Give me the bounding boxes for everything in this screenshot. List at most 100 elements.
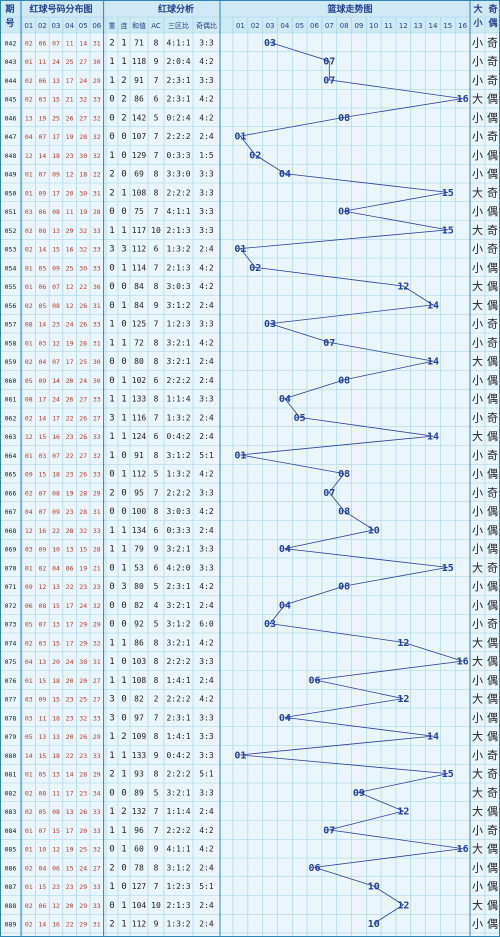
blue-ball-point: 12 (397, 638, 409, 649)
sum-value: 95 (134, 488, 144, 497)
table-row: 049 01 07 09 12 18 22 2 0 69 8 3:3:0 3:3 小偶 (5, 168, 498, 181)
table-row: 053 02 14 15 16 32 33 3 3 112 6 1:3:2 2:4 小奇 (5, 243, 498, 256)
size-label: 小 (472, 336, 483, 349)
red-ball-number: 22 (66, 752, 74, 760)
consecutive-count: 2 (121, 95, 126, 105)
red-ball-number: 08 (52, 302, 60, 310)
ac-value: 8 (154, 395, 159, 404)
parity-label: 偶 (487, 299, 498, 312)
zone-ratio: 4:1:1 (166, 845, 190, 854)
zone-ratio: 1:4:1 (166, 732, 190, 741)
ac-value: 7 (154, 413, 159, 422)
odd-even-ratio: 4:2 (199, 95, 214, 104)
table-row: 080 14 15 18 22 23 33 1 1 133 9 0:4:2 3:3 小奇 (5, 749, 498, 762)
consecutive-count: 0 (121, 601, 126, 611)
size-label: 小 (472, 168, 483, 181)
issue-number: 055 (5, 283, 17, 291)
table-row: 084 01 07 15 17 20 33 1 1 96 7 2:2:2 4:2 小奇 (5, 824, 498, 837)
table-row: 046 13 19 25 26 27 32 0 2 142 5 0:2:4 4:2 小偶 (5, 111, 498, 124)
red-ball-number: 31 (93, 189, 101, 197)
parity-label: 奇 (487, 224, 498, 237)
blue-ball-point: 12 (397, 900, 409, 911)
repeat-count: 1 (109, 732, 114, 742)
sum-value: 97 (134, 713, 144, 722)
odd-even-ratio: 3:3 (199, 395, 214, 404)
red-ball-number: 27 (93, 414, 101, 422)
blue-ball-point: 16 (457, 844, 469, 855)
parity-label: 偶 (487, 111, 498, 124)
red-ball-number: 34 (93, 789, 101, 797)
red-ball-number: 32 (93, 114, 101, 122)
repeat-count: 0 (109, 470, 114, 480)
consecutive-count: 1 (121, 57, 126, 67)
blue-ball-point: 01 (234, 132, 246, 143)
red-ball-number: 08 (25, 396, 33, 404)
red-ball-number: 26 (79, 433, 87, 441)
parity-label: 奇 (487, 243, 498, 256)
red-ball-number: 25 (79, 846, 87, 854)
blue-ball-point: 14 (427, 357, 439, 368)
red-ball-number: 17 (66, 639, 74, 647)
zone-ratio: 1:2:3 (166, 882, 190, 891)
consecutive-count: 1 (121, 751, 126, 761)
odd-even-ratio: 4:2 (199, 582, 214, 591)
table-row: 071 09 12 13 22 23 23 0 3 80 5 2:3:1 4:2 小偶 (5, 580, 498, 593)
repeat-count: 1 (109, 751, 114, 761)
red-ball-number: 03 (38, 96, 46, 104)
issue-number: 078 (5, 714, 17, 722)
ac-value: 7 (154, 826, 159, 835)
sum-value: 93 (134, 770, 144, 779)
red-ball-number: 32 (93, 152, 101, 160)
size-label: 小 (472, 205, 483, 218)
zone-ratio: 3:1:2 (166, 863, 190, 872)
blue-col-header: 13 (414, 22, 423, 30)
consecutive-count: 0 (121, 207, 126, 217)
size-label: 小 (472, 468, 483, 481)
zone-ratio: 2:3:1 (166, 582, 190, 591)
ac-value: 5 (154, 620, 159, 629)
red-ball-number: 07 (38, 621, 46, 629)
ac-value: 8 (154, 38, 159, 47)
consecutive-count: 1 (121, 526, 126, 536)
red-ball-number: 05 (38, 302, 46, 310)
parity-label: 偶 (487, 261, 498, 274)
ac-value: 8 (154, 282, 159, 291)
red-ball-number: 01 (25, 564, 33, 572)
red-ball-number: 09 (52, 264, 60, 272)
ac-value: 6 (154, 432, 159, 441)
repeat-count: 0 (109, 263, 114, 273)
zone-ratio: 3:1:2 (166, 451, 190, 460)
zone-ratio: 2:1:3 (166, 263, 190, 272)
red-ball-number: 13 (66, 808, 74, 816)
odd-even-ratio: 3:3 (199, 563, 214, 572)
ac-value: 8 (154, 638, 159, 647)
zone-ratio: 2:2:2 (166, 826, 190, 835)
sum-value: 104 (132, 901, 147, 910)
size-label: 小 (472, 318, 483, 331)
red-ball-number: 20 (66, 377, 74, 385)
red-ball-number: 04 (38, 358, 46, 366)
red-dist-title: 红球号码分布图 (29, 3, 92, 15)
issue-number: 042 (5, 39, 17, 47)
blue-col-header: 10 (369, 22, 378, 30)
repeat-count: 1 (109, 826, 114, 836)
issue-number: 074 (5, 639, 17, 647)
sum-value: 86 (134, 95, 144, 104)
parity-label: 偶 (487, 899, 498, 912)
odd-even-ratio: 2:4 (199, 413, 214, 422)
red-ball-number: 01 (25, 283, 33, 291)
odd-even-ratio: 4:2 (199, 507, 214, 516)
issue-number: 066 (5, 489, 17, 497)
red-ball-number: 28 (93, 208, 101, 216)
parity-label: 偶 (487, 880, 498, 893)
red-ball-number: 09 (25, 583, 33, 591)
size-label: 大 (472, 898, 483, 912)
repeat-count: 3 (109, 413, 114, 423)
red-ball-number: 19 (66, 133, 74, 141)
size-label: 小 (472, 374, 483, 387)
red-ball-number: 18 (52, 714, 60, 722)
red-ball-number: 23 (79, 789, 87, 797)
repeat-count: 0 (109, 113, 114, 123)
red-ball-number: 06 (38, 77, 46, 85)
